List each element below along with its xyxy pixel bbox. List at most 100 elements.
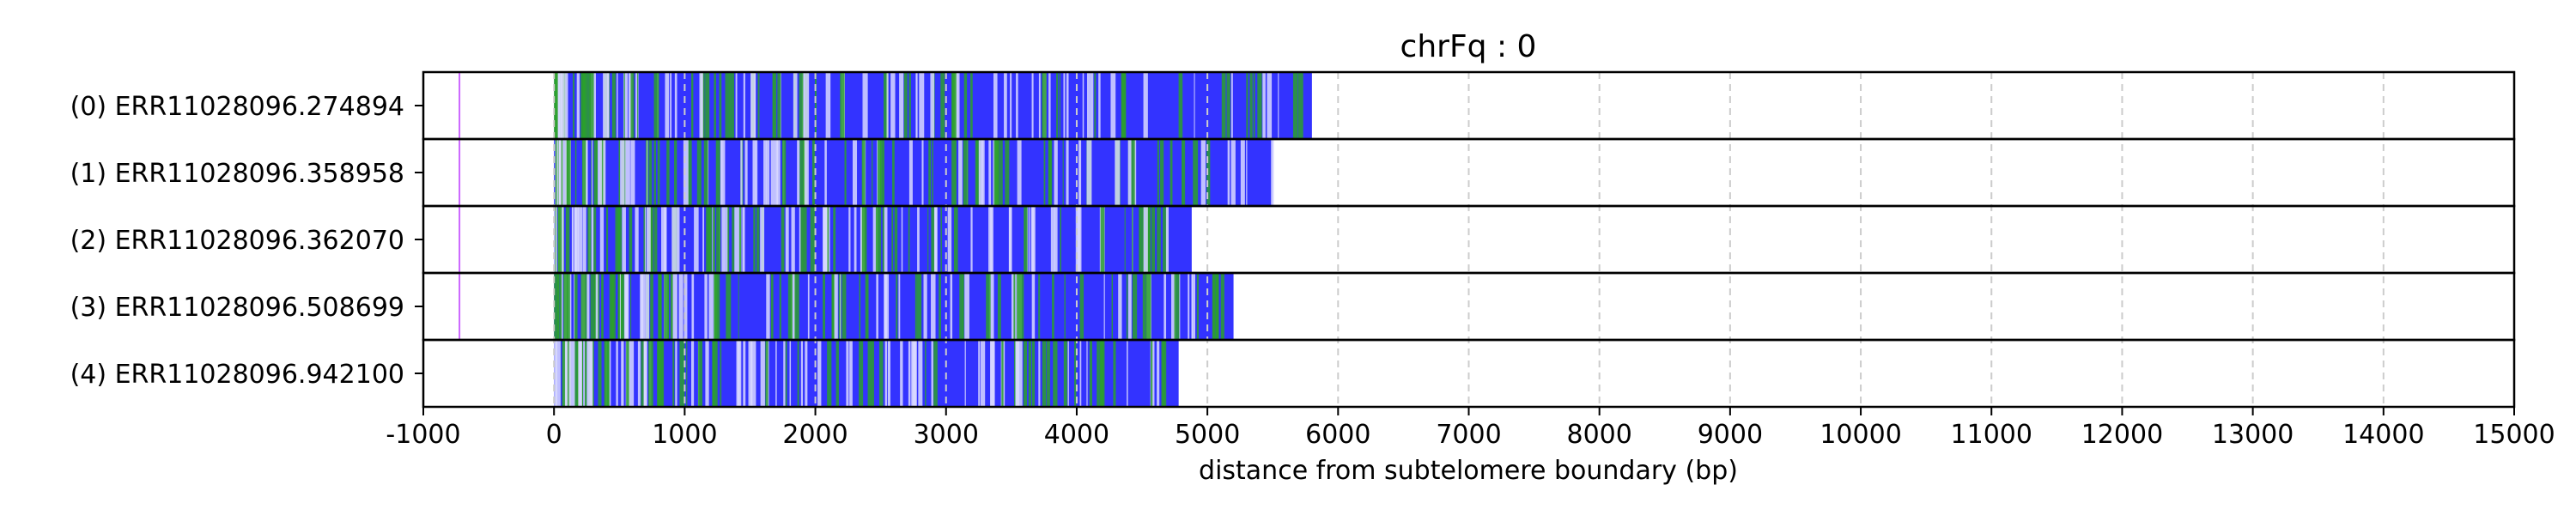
read-stripe — [563, 274, 568, 339]
read-stripe — [1005, 140, 1010, 205]
read-stripe — [1292, 73, 1298, 138]
read-stripe — [1097, 341, 1100, 406]
x-tick-label: -1000 — [386, 420, 460, 450]
read-stripe — [882, 207, 885, 272]
read-stripe — [884, 274, 887, 339]
read-stripe — [1196, 274, 1200, 339]
read-stripe — [1010, 73, 1012, 138]
read-stripe — [606, 341, 610, 406]
x-axis-label: distance from subtelomere boundary (bp) — [1199, 456, 1738, 486]
read-stripe — [635, 73, 639, 138]
read-stripe — [683, 274, 688, 339]
read-stripe — [804, 140, 809, 205]
read-stripe — [908, 207, 910, 272]
read-stripe — [616, 341, 618, 406]
read-stripe — [577, 207, 583, 272]
read-stripe — [582, 73, 587, 138]
read-stripe — [859, 341, 864, 406]
read-stripe — [875, 207, 879, 272]
read-stripe — [1206, 140, 1211, 205]
read-stripe — [1054, 207, 1058, 272]
read-stripe — [896, 274, 898, 339]
read-stripe — [802, 207, 807, 272]
read-stripe — [878, 140, 882, 205]
read-stripe — [934, 207, 938, 272]
read-stripe — [1048, 140, 1052, 205]
read-marker — [459, 73, 461, 138]
read-label: (1) ERR11028096.358958 — [70, 159, 404, 189]
read-stripe — [582, 207, 586, 272]
read-stripe — [561, 140, 564, 205]
read-stripe — [1191, 274, 1196, 339]
read-stripe — [777, 73, 781, 138]
read-stripe — [558, 73, 560, 138]
read-stripe — [825, 73, 831, 138]
read-stripe — [1079, 274, 1084, 339]
read-stripe — [715, 140, 720, 205]
read-stripe — [555, 274, 559, 339]
read-stripe — [810, 207, 815, 272]
read-stripe — [981, 140, 985, 205]
read-stripe — [725, 73, 730, 138]
read-stripe — [925, 341, 927, 406]
read-stripe — [670, 73, 672, 138]
read-stripe — [670, 274, 673, 339]
read-stripe — [1024, 207, 1025, 272]
read-stripe — [930, 73, 935, 138]
read-stripe — [556, 274, 560, 339]
read-stripe — [735, 73, 738, 138]
read-stripe — [1127, 341, 1128, 406]
read-stripe — [592, 341, 594, 406]
read-stripe — [891, 207, 894, 272]
read-stripe — [629, 207, 633, 272]
read-stripe — [623, 73, 629, 138]
read-stripe — [580, 341, 583, 406]
read-stripe — [800, 341, 804, 406]
chart-title: chrFq : 0 — [1400, 29, 1537, 64]
read-stripe — [1131, 140, 1135, 205]
read-stripe — [894, 207, 898, 272]
read-stripe — [789, 341, 792, 406]
read-stripe — [672, 341, 675, 406]
read-stripe — [563, 73, 568, 138]
read-stripe — [740, 140, 743, 205]
read-stripe — [1082, 73, 1084, 138]
read-stripe — [599, 207, 605, 272]
read-stripe — [622, 207, 626, 272]
read-stripe — [787, 274, 792, 339]
read-stripe — [736, 341, 740, 406]
read-stripe — [643, 341, 647, 406]
read-stripe — [1087, 73, 1091, 138]
read-stripe — [628, 73, 633, 138]
read-stripe — [908, 140, 913, 205]
read-stripe — [744, 140, 748, 205]
read-stripe — [720, 140, 723, 205]
read-stripe — [823, 274, 825, 339]
read-stripe — [1127, 274, 1132, 339]
read-stripe — [770, 274, 774, 339]
read-stripe — [867, 341, 872, 406]
read-marker — [459, 140, 461, 205]
read-stripe — [766, 274, 770, 339]
read-stripe — [887, 341, 890, 406]
read-stripe — [556, 140, 558, 205]
read-stripe — [571, 207, 574, 272]
read-stripe — [756, 207, 760, 272]
read-stripe — [817, 341, 822, 406]
read-stripe — [595, 274, 598, 339]
read-stripe — [726, 274, 732, 339]
read-stripe — [827, 341, 832, 406]
read-stripe — [921, 140, 924, 205]
read-stripe — [583, 341, 586, 406]
read-stripe — [1143, 73, 1148, 138]
read-stripe — [748, 341, 753, 406]
read-stripe — [988, 274, 994, 339]
read-stripe — [574, 140, 577, 205]
read-stripe — [559, 73, 563, 138]
read-stripe — [1267, 73, 1273, 138]
read-stripe — [705, 341, 709, 406]
read-stripe — [844, 140, 847, 205]
read-stripe — [916, 274, 922, 339]
read-stripe — [1118, 274, 1122, 339]
read-stripe — [797, 140, 800, 205]
